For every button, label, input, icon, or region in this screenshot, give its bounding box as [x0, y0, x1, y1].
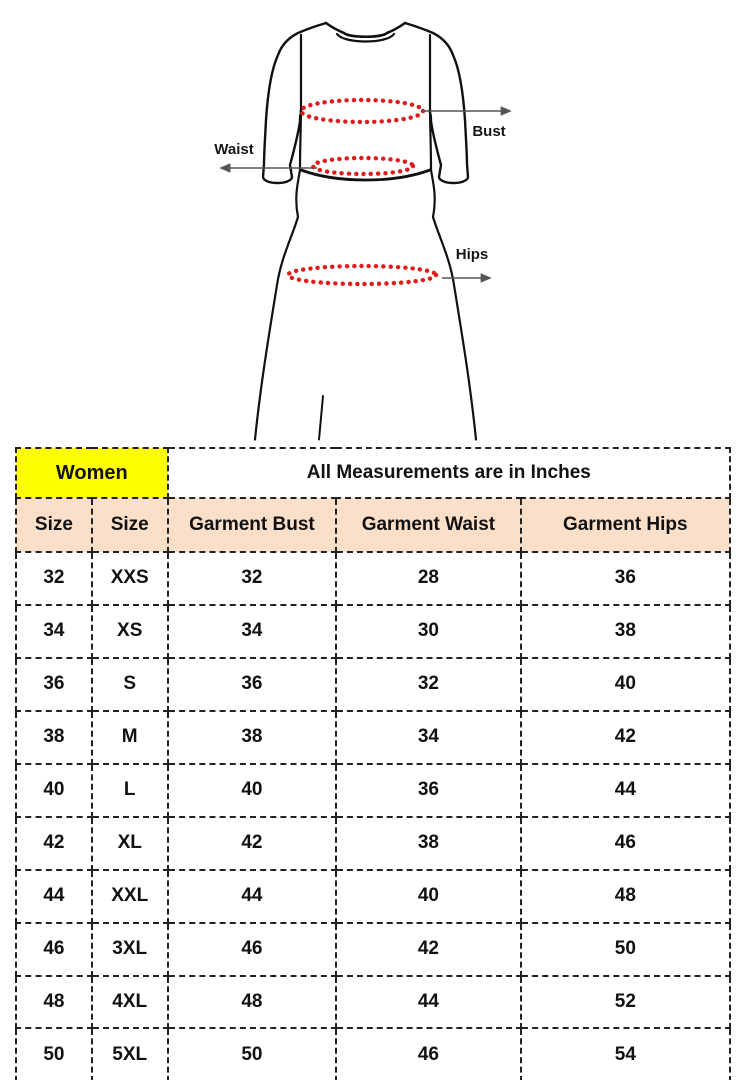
svg-text:Hips: Hips	[456, 246, 489, 263]
svg-text:Bust: Bust	[472, 123, 505, 140]
svg-text:Waist: Waist	[214, 141, 253, 158]
